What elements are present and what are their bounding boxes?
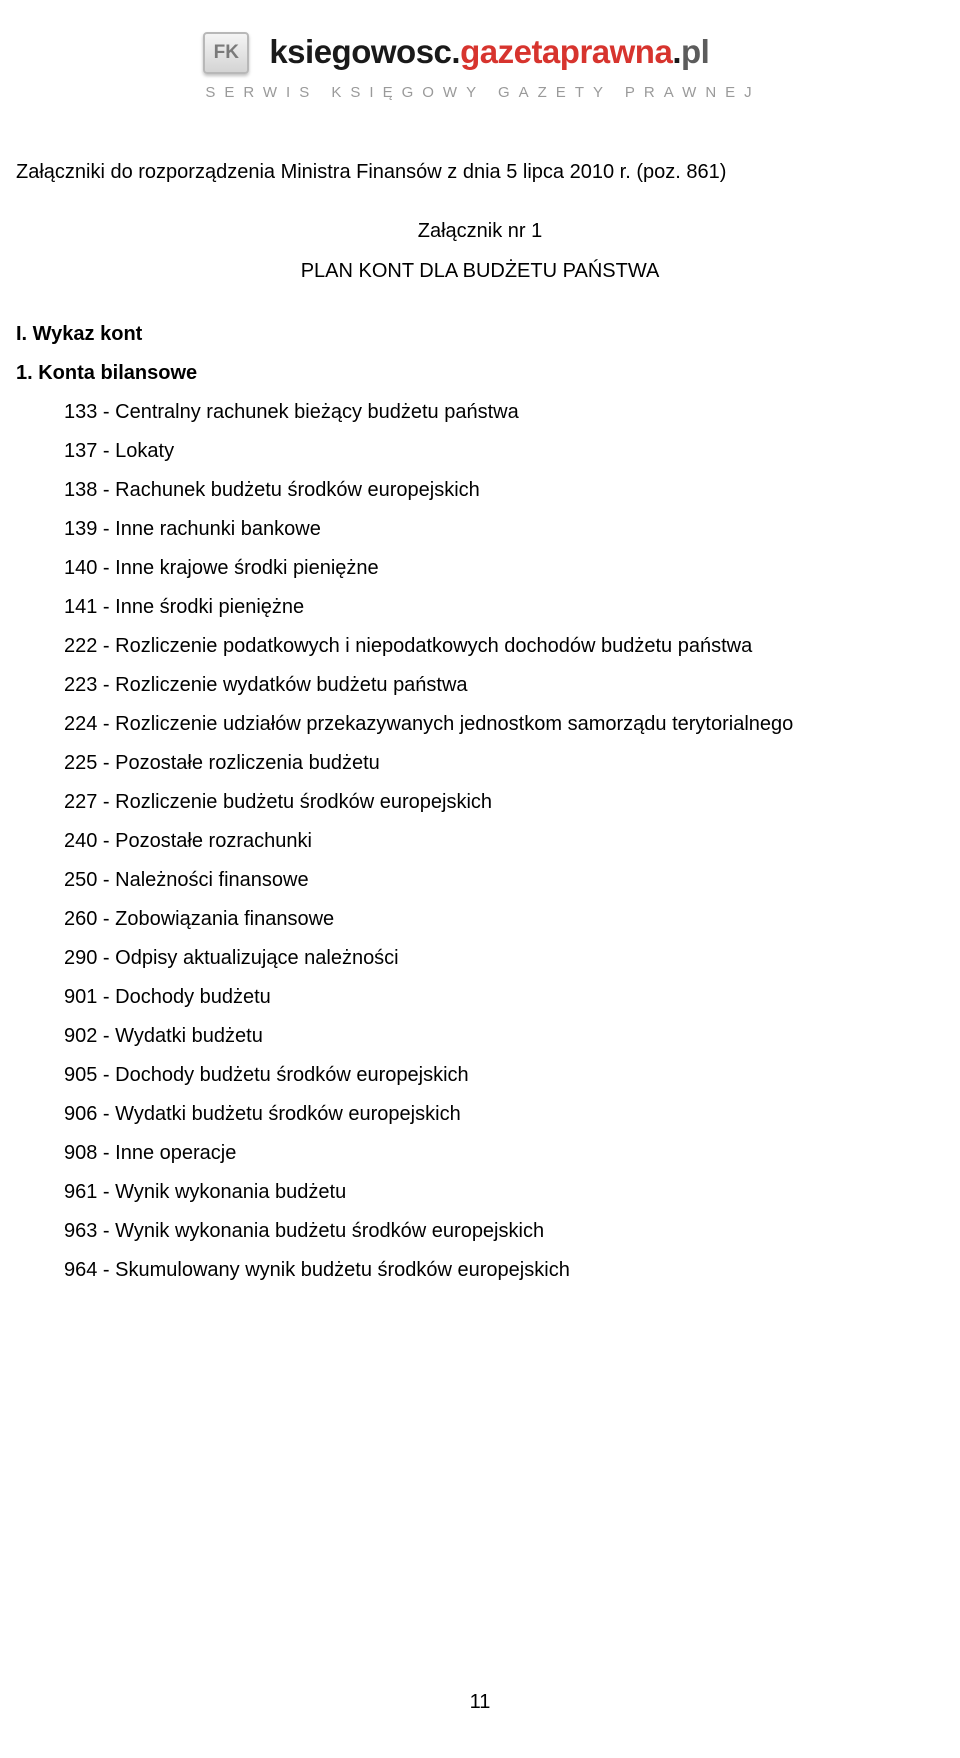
list-item: 225 - Pozostałe rozliczenia budżetu — [64, 744, 944, 783]
list-item: 140 - Inne krajowe środki pieniężne — [64, 549, 944, 588]
list-item: 138 - Rachunek budżetu środków europejsk… — [64, 471, 944, 510]
brand-dot-2: . — [672, 33, 681, 70]
list-item: 137 - Lokaty — [64, 432, 944, 471]
list-item: 905 - Dochody budżetu środków europejski… — [64, 1056, 944, 1095]
brand-line: ksiegowosc.gazetaprawna.pl — [269, 33, 709, 70]
list-item: 133 - Centralny rachunek bieżący budżetu… — [64, 393, 944, 432]
list-item: 141 - Inne środki pieniężne — [64, 588, 944, 627]
attachment-label: Załącznik nr 1 — [16, 211, 944, 251]
brand-tld: pl — [681, 33, 709, 70]
list-item: 906 - Wydatki budżetu środków europejski… — [64, 1095, 944, 1134]
brand-part-1: ksiegowosc — [269, 33, 451, 70]
list-item: 224 - Rozliczenie udziałów przekazywanyc… — [64, 705, 944, 744]
section-wykaz-kont: I. Wykaz kont 1. Konta bilansowe 133 - C… — [16, 315, 944, 1290]
list-item: 139 - Inne rachunki bankowe — [64, 510, 944, 549]
brand-wordmark: ksiegowosc.gazetaprawna.pl — [269, 35, 709, 68]
brand-accent: gazetaprawna — [460, 33, 672, 70]
list-item: 227 - Rozliczenie budżetu środków europe… — [64, 783, 944, 822]
list-item: 964 - Skumulowany wynik budżetu środków … — [64, 1251, 944, 1290]
attachment-heading-block: Załącznik nr 1 PLAN KONT DLA BUDŻETU PAŃ… — [16, 211, 944, 291]
site-header: FK ksiegowosc.gazetaprawna.pl SERWIS KSI… — [0, 0, 960, 101]
document-page: FK ksiegowosc.gazetaprawna.pl SERWIS KSI… — [0, 0, 960, 1758]
list-item: 290 - Odpisy aktualizujące należności — [64, 939, 944, 978]
list-item: 260 - Zobowiązania finansowe — [64, 900, 944, 939]
fk-badge-text: FK — [203, 32, 249, 74]
document-title: PLAN KONT DLA BUDŻETU PAŃSTWA — [16, 251, 944, 291]
brand-dot-1: . — [451, 33, 460, 70]
page-number: 11 — [0, 1691, 960, 1714]
list-subheading: 1. Konta bilansowe — [16, 354, 944, 393]
document-body: Załączniki do rozporządzenia Ministra Fi… — [0, 101, 960, 1290]
fk-badge-icon: FK — [199, 26, 255, 76]
site-tagline: SERWIS KSIĘGOWY GAZETY PRAWNEJ — [199, 84, 760, 101]
accounts-list: 133 - Centralny rachunek bieżący budżetu… — [16, 393, 944, 1290]
list-item: 961 - Wynik wykonania budżetu — [64, 1173, 944, 1212]
intro-line: Załączniki do rozporządzenia Ministra Fi… — [16, 157, 944, 187]
brand-row: FK ksiegowosc.gazetaprawna.pl — [199, 26, 760, 76]
header-inner: FK ksiegowosc.gazetaprawna.pl SERWIS KSI… — [199, 26, 760, 101]
list-item: 240 - Pozostałe rozrachunki — [64, 822, 944, 861]
list-item: 963 - Wynik wykonania budżetu środków eu… — [64, 1212, 944, 1251]
list-item: 901 - Dochody budżetu — [64, 978, 944, 1017]
list-item: 222 - Rozliczenie podatkowych i niepodat… — [64, 627, 944, 666]
list-item: 902 - Wydatki budżetu — [64, 1017, 944, 1056]
list-item: 908 - Inne operacje — [64, 1134, 944, 1173]
list-item: 250 - Należności finansowe — [64, 861, 944, 900]
list-item: 223 - Rozliczenie wydatków budżetu państ… — [64, 666, 944, 705]
list-heading: I. Wykaz kont — [16, 315, 944, 354]
